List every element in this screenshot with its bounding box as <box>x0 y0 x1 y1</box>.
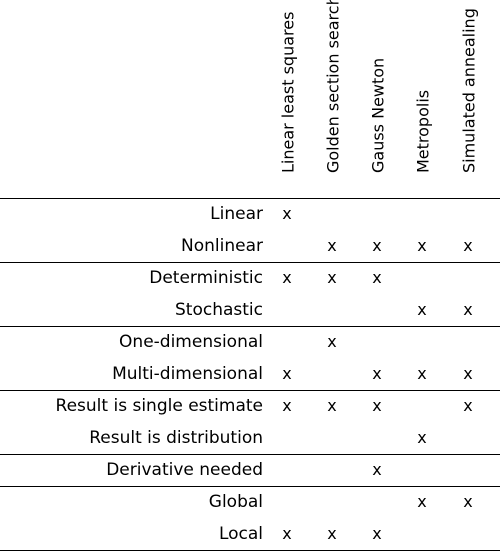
row-label: Local <box>218 524 263 544</box>
check-mark: x <box>372 268 382 287</box>
check-mark: x <box>372 524 382 543</box>
row-label: Derivative needed <box>106 460 263 480</box>
row-label: Multi-dimensional <box>112 364 263 384</box>
check-mark: x <box>417 300 427 319</box>
check-mark: x <box>327 332 337 351</box>
check-mark: x <box>282 204 292 223</box>
row-label: Stochastic <box>175 300 263 320</box>
row-label: One-dimensional <box>119 332 263 352</box>
check-mark: x <box>417 428 427 447</box>
row-label: Linear <box>210 204 263 224</box>
check-mark: x <box>282 396 292 415</box>
column-header-label: Golden section search <box>323 0 342 173</box>
column-header: Gauss Newton <box>355 0 400 198</box>
check-mark: x <box>372 236 382 255</box>
column-header: Linear least squares <box>265 0 310 198</box>
column-header-label: Gauss Newton <box>368 57 387 173</box>
check-mark: x <box>463 236 473 255</box>
check-mark: x <box>372 396 382 415</box>
check-mark: x <box>372 364 382 383</box>
divider-line <box>0 262 500 263</box>
column-header-label: Metropolis <box>413 89 432 173</box>
column-header: Simulated annealing <box>446 0 491 198</box>
check-mark: x <box>372 460 382 479</box>
check-mark: x <box>463 396 473 415</box>
row-label: Deterministic <box>149 268 263 288</box>
check-mark: x <box>282 524 292 543</box>
check-mark: x <box>327 524 337 543</box>
divider-line <box>0 198 500 199</box>
row-label: Nonlinear <box>181 236 263 256</box>
divider-line <box>0 454 500 455</box>
column-header-label: Simulated annealing <box>459 8 478 173</box>
check-mark: x <box>463 300 473 319</box>
column-header-label: Linear least squares <box>278 11 297 173</box>
divider-line <box>0 390 500 391</box>
check-mark: x <box>417 492 427 511</box>
check-mark: x <box>327 268 337 287</box>
divider-line <box>0 486 500 487</box>
check-mark: x <box>327 396 337 415</box>
check-mark: x <box>417 364 427 383</box>
row-label: Result is distribution <box>89 428 263 448</box>
check-mark: x <box>327 236 337 255</box>
check-mark: x <box>463 364 473 383</box>
divider-line <box>0 326 500 327</box>
row-label: Global <box>208 492 263 512</box>
row-label: Result is single estimate <box>55 396 263 416</box>
column-header: Metropolis <box>400 0 445 198</box>
check-mark: x <box>463 492 473 511</box>
check-mark: x <box>417 236 427 255</box>
check-mark: x <box>282 268 292 287</box>
column-header: Golden section search <box>310 0 355 198</box>
divider-line <box>0 550 500 551</box>
check-mark: x <box>282 364 292 383</box>
